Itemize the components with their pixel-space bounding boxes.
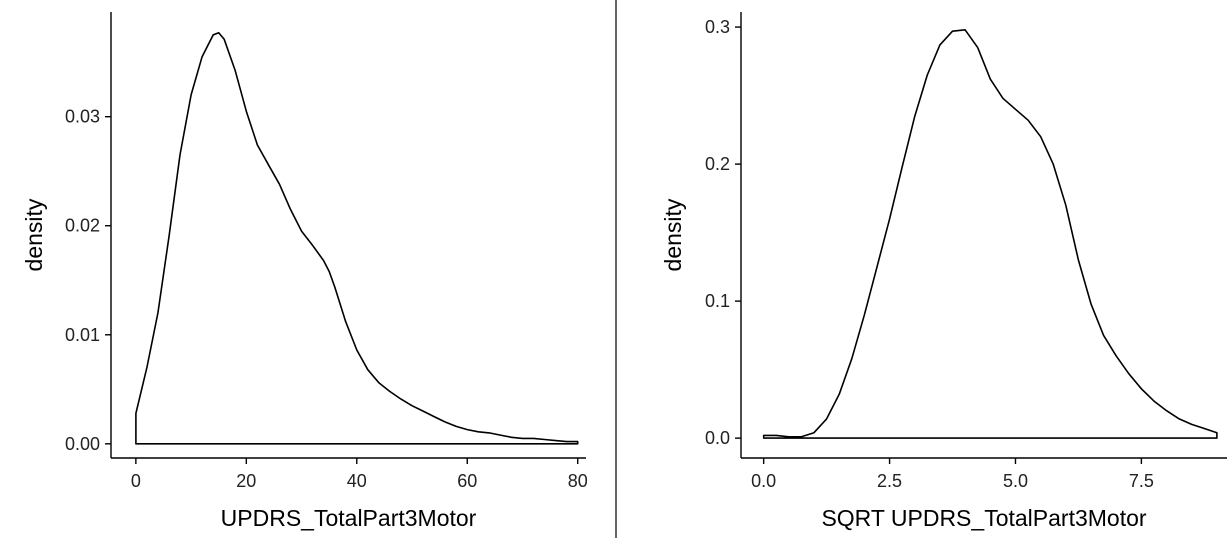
- y-axis-title-right: density: [660, 198, 686, 271]
- y-tick-label-right: 0.3: [705, 17, 730, 37]
- x-tick-label-left: 80: [568, 471, 588, 491]
- y-tick-label-right: 0.1: [705, 291, 730, 311]
- density-plot-left: 0 20 40 60 80 0.00 0.01 0.02 0.03 UPDRS_TotalPar…: [21, 12, 588, 531]
- x-tick-label-right: 2.5: [877, 471, 902, 491]
- y-tick-label-left: 0.02: [65, 216, 100, 236]
- x-tick-label-right: 7.5: [1129, 471, 1154, 491]
- density-curve-left: [135, 31, 579, 445]
- x-tick-label-left: 20: [236, 471, 256, 491]
- x-tick-label-right: 0.0: [751, 471, 776, 491]
- ticks-right: 0.0 2.5 5.0 7.5 0.0 0.1 0.2 0.3: [705, 17, 1154, 491]
- y-tick-label-left: 0.01: [65, 325, 100, 345]
- y-tick-label-right: 0.0: [705, 428, 730, 448]
- density-curve-right: [762, 29, 1218, 439]
- ticks-left: 0 20 40 60 80 0.00 0.01 0.02 0.03: [65, 107, 588, 491]
- x-tick-label-left: 40: [347, 471, 367, 491]
- y-tick-label-right: 0.2: [705, 154, 730, 174]
- x-tick-label-left: 60: [457, 471, 477, 491]
- x-axis-title-left: UPDRS_TotalPart3Motor: [221, 505, 477, 531]
- density-plot-right: 0.0 2.5 5.0 7.5 0.0 0.1 0.2 0.3 SQRT UPDRS_Tota…: [660, 12, 1227, 531]
- x-tick-label-right: 5.0: [1003, 471, 1028, 491]
- y-axis-title-left: density: [21, 198, 47, 271]
- y-tick-label-left: 0.03: [65, 107, 100, 127]
- y-tick-label-left: 0.00: [65, 434, 100, 454]
- x-tick-label-left: 0: [131, 471, 141, 491]
- x-axis-title-right: SQRT UPDRS_TotalPart3Motor: [821, 505, 1146, 531]
